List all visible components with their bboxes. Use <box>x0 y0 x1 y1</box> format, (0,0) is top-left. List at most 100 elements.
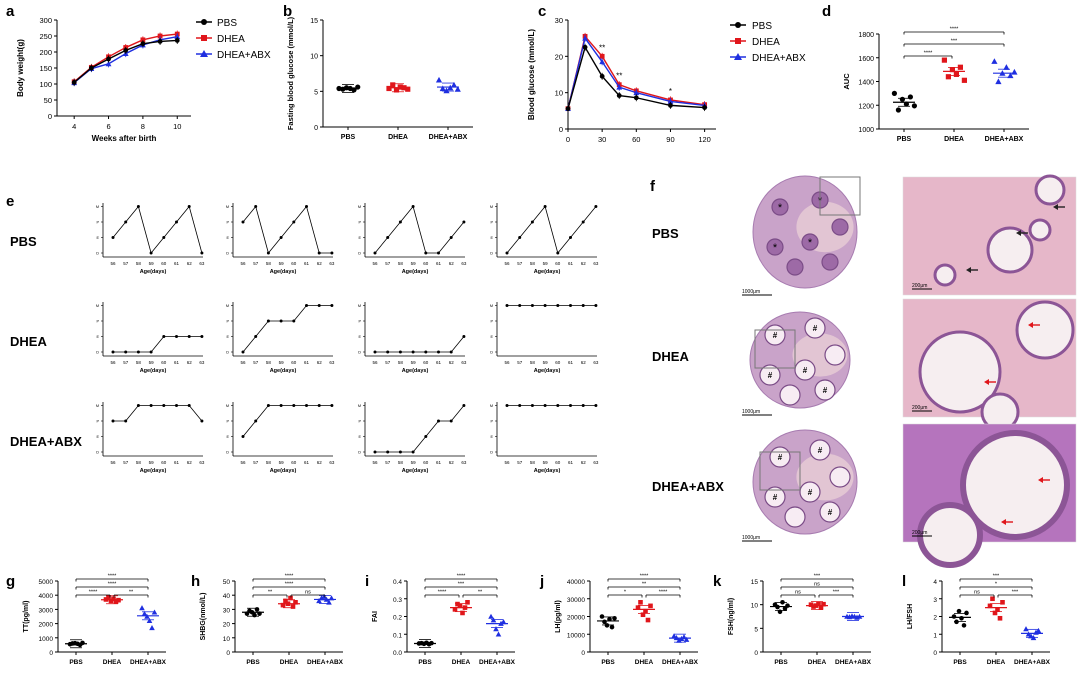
estrous-xtick-label: 60 <box>161 460 167 465</box>
histo-label-pbs: PBS <box>652 226 679 241</box>
c-series-point <box>599 53 605 59</box>
estrous-ytick-label: M <box>490 304 493 308</box>
i-data-point <box>455 601 460 607</box>
follicle <box>804 317 826 339</box>
c-series-point <box>599 73 605 79</box>
estrous-xtick-label: 58 <box>266 261 272 266</box>
panel-letter-g: g <box>6 573 15 590</box>
d-data-point <box>899 96 906 102</box>
c-series-point <box>702 105 708 110</box>
estrous-xtick-label: 57 <box>517 261 523 266</box>
estrous-point <box>518 304 522 307</box>
d-data-point <box>907 94 914 100</box>
corpus-luteum-star: * <box>773 242 778 254</box>
d-data-point <box>891 90 898 96</box>
estrous-xlabel: Age(days) <box>270 269 297 275</box>
a-ytick-label: 0 <box>48 112 52 121</box>
estrous-point <box>569 304 572 307</box>
d-xtick-label: DHEA+ABX <box>985 136 1024 143</box>
estrous-ytick-label: D <box>490 351 493 355</box>
estrous-point <box>543 304 547 307</box>
arrow-head <box>1053 204 1058 210</box>
estrous-point <box>330 304 334 307</box>
arrow-head <box>1038 477 1043 483</box>
estrous-plot: D E P M 56 57 58 59 60 61 62 63 Age(days) <box>490 302 599 374</box>
estrous-ytick-label: M <box>226 404 229 408</box>
estrous-ytick-label: P <box>226 221 229 225</box>
estrous-point <box>162 404 166 407</box>
b-data-point <box>439 85 446 92</box>
estrous-xtick-label: 62 <box>187 360 193 365</box>
estrous-ytick-label: E <box>358 335 361 339</box>
c-ytick-label: 0 <box>559 125 563 134</box>
cyst-hash: # <box>808 488 813 497</box>
follicle <box>794 359 816 381</box>
l-data-point <box>997 615 1003 621</box>
j-data-point <box>609 624 615 630</box>
estrous-point <box>411 350 415 354</box>
l-sig-label: ns <box>974 590 980 596</box>
j-ytick-label: 30000 <box>567 597 585 604</box>
estrous-xtick-label: 58 <box>530 460 536 465</box>
estrous-xtick-label: 63 <box>199 261 205 266</box>
estrous-xlabel: Age(days) <box>534 368 561 374</box>
estrous-plot: D E P M 56 57 58 59 60 61 62 63 Age(days) <box>226 402 335 474</box>
estrous-ytick-label: E <box>358 236 361 240</box>
arrow-head <box>1016 230 1021 236</box>
h-data-point <box>316 598 322 604</box>
k-data-point <box>821 601 826 607</box>
follicle <box>814 379 836 401</box>
estrous-point <box>149 350 153 354</box>
estrous-point <box>594 205 598 208</box>
follicle <box>784 506 806 528</box>
l-data-point <box>961 623 967 628</box>
j-data-point <box>643 608 648 614</box>
estrous-ytick-label: D <box>358 252 361 256</box>
estrous-ytick-label: D <box>96 351 99 355</box>
g-ytick-label: 3000 <box>39 607 54 614</box>
g-data-point <box>141 610 148 616</box>
j-ytick-label: 20000 <box>567 615 585 622</box>
estrous-plot: D E P M 56 57 58 59 60 61 62 63 Age(days) <box>358 203 467 275</box>
estrous-point <box>424 350 428 354</box>
estrous-xtick-label: 63 <box>593 261 599 266</box>
b-data-point <box>405 86 411 92</box>
estrous-xtick-label: 63 <box>329 261 335 266</box>
c-series-point <box>633 89 640 96</box>
estrous-xtick-label: 56 <box>504 360 510 365</box>
estrous-xtick-label: 57 <box>385 261 391 266</box>
estrous-ytick-label: E <box>96 435 99 439</box>
estrous-point <box>386 450 390 454</box>
scale-label-1000: 1000μm <box>742 289 760 295</box>
i-ytick-label: 0.1 <box>393 632 402 639</box>
legend-marker-dhea <box>201 35 207 41</box>
a-ytick-label: 150 <box>39 64 52 73</box>
estrous-xtick-label: 58 <box>266 360 272 365</box>
h-sig-label: ns <box>305 590 311 596</box>
estrous-line <box>113 405 203 422</box>
j-data-point <box>640 612 646 618</box>
estrous-xlabel: Age(days) <box>140 368 167 374</box>
g-data-point <box>108 598 114 604</box>
estrous-xtick-label: 61 <box>304 360 310 365</box>
estrous-xtick-label: 57 <box>123 460 129 465</box>
estrous-point <box>200 419 204 423</box>
arrow-head <box>966 267 971 273</box>
estrous-xtick-label: 62 <box>317 460 323 465</box>
j-sig-label: * <box>624 590 627 596</box>
b-ytick-label: 15 <box>310 18 318 25</box>
estrous-line <box>506 205 597 254</box>
g-ytick-label: 2000 <box>39 622 54 629</box>
l-ytick-label: 0 <box>933 650 937 657</box>
k-xtick-label: PBS <box>774 659 788 666</box>
b-ylabel: Fasting blood glucose (mmol/L) <box>286 16 295 130</box>
i-xtick-label: PBS <box>418 659 432 666</box>
estrous-point <box>279 404 283 407</box>
d-sig-label: **** <box>924 51 933 57</box>
d-data-point <box>957 64 963 70</box>
legend-c-label-abx: DHEA+ABX <box>752 53 806 64</box>
estrous-xtick-label: 56 <box>110 261 116 266</box>
chart-j: 0 10000 20000 30000 40000 LH(pg/ml) PBS DHEA DHE… <box>555 574 699 667</box>
d-data-point <box>911 103 918 109</box>
c-ytick-label: 30 <box>555 16 563 25</box>
